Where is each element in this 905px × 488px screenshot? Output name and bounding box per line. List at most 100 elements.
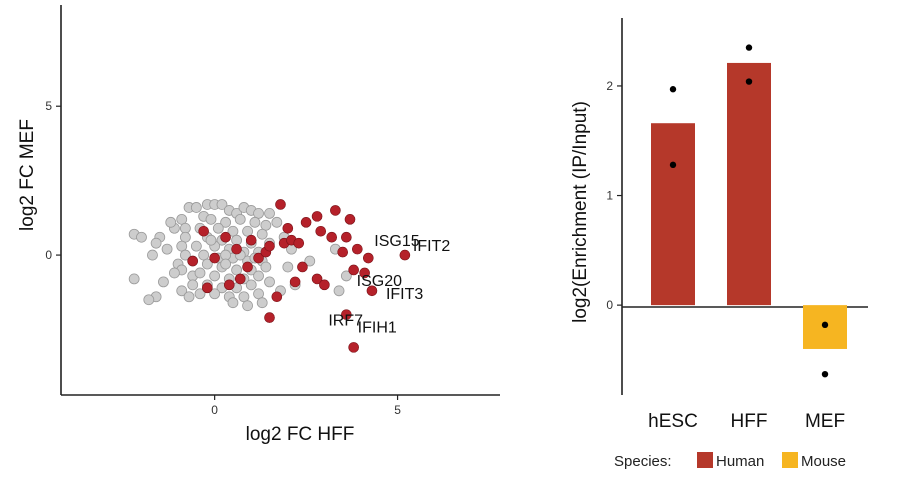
scatter-point-labeled xyxy=(399,249,411,261)
scatter-gene-label: ISG20 xyxy=(357,273,402,290)
scatter-point-background xyxy=(264,207,275,219)
scatter-point-highlight xyxy=(242,261,253,273)
scatter-point-highlight xyxy=(330,205,341,216)
scatter-point-background xyxy=(169,267,180,279)
scatter-point-highlight xyxy=(315,225,327,237)
scatter-point-highlight xyxy=(202,282,213,294)
scatter-point-background xyxy=(190,202,202,213)
bar-replicate-point xyxy=(669,161,677,169)
scatter-point-background xyxy=(194,267,206,279)
scatter-point-background xyxy=(183,291,195,303)
scatter-point-background xyxy=(205,234,217,246)
scatter-point-background xyxy=(190,240,202,252)
scatter-point-highlight xyxy=(297,261,308,273)
scatter-y-tick-label: 5 xyxy=(45,99,52,113)
scatter-point-background xyxy=(231,234,243,246)
scatter-point-highlight xyxy=(341,231,352,243)
scatter-point-background xyxy=(179,222,191,234)
scatter-point-background xyxy=(256,228,268,240)
scatter-point-background xyxy=(136,231,147,243)
scatter-point-background xyxy=(249,216,261,228)
scatter-point-background xyxy=(143,294,155,306)
scatter-point-background xyxy=(242,300,253,312)
bar-replicate-point xyxy=(821,321,829,329)
bar-category-labels: hESC HFF MEF xyxy=(648,411,845,432)
scatter-x-tick-label: 5 xyxy=(394,403,401,417)
scatter-point-background xyxy=(179,249,191,261)
scatter-point-background xyxy=(212,222,224,234)
scatter-point-background xyxy=(253,270,264,282)
scatter-point-highlight xyxy=(234,273,246,285)
bar-category-label: MEF xyxy=(805,411,845,432)
scatter-point-background xyxy=(271,216,283,228)
scatter-point-background xyxy=(198,249,210,261)
scatter-point-background xyxy=(264,276,275,288)
scatter-point-highlight xyxy=(264,240,275,252)
scatter-point-highlight xyxy=(348,264,359,276)
legend-swatch-human xyxy=(697,452,713,468)
scatter-point-background xyxy=(245,279,257,291)
scatter-point-background xyxy=(231,264,243,276)
scatter-point-highlight xyxy=(282,222,294,234)
scatter-point-labeled xyxy=(359,267,370,279)
scatter-point-highlight xyxy=(275,199,286,210)
scatter-point-background xyxy=(209,270,221,282)
scatter-point-background xyxy=(187,279,199,291)
scatter-point-highlight xyxy=(319,279,330,291)
bar-y-tick-label: 1 xyxy=(606,189,613,203)
scatter-point-highlight xyxy=(300,217,312,228)
scatter-point-background xyxy=(238,291,250,303)
scatter-point-background xyxy=(209,288,221,300)
bar-replicate-point xyxy=(821,370,829,378)
legend-title: Species: xyxy=(614,453,672,470)
scatter-gene-label: IFIH1 xyxy=(358,319,397,336)
scatter-gene-label: IFIT2 xyxy=(413,238,450,255)
scatter-point-background xyxy=(220,216,232,228)
scatter-point-highlight xyxy=(223,279,235,291)
bar-y-axis-label: log2(Enrichment (IP/Input) xyxy=(570,101,591,323)
bar-category-label: hESC xyxy=(648,411,698,432)
scatter-point-background xyxy=(158,276,169,288)
bar-replicate-point xyxy=(745,78,753,85)
scatter-point-background xyxy=(304,255,316,267)
scatter-point-background xyxy=(260,261,272,273)
scatter-point-highlight xyxy=(293,237,305,249)
scatter-gene-label: IRF7 xyxy=(328,313,363,330)
scatter-point-background xyxy=(216,199,228,210)
legend-swatch-mouse xyxy=(782,452,798,468)
scatter-point-background xyxy=(205,213,217,225)
scatter-point-highlight xyxy=(337,246,348,258)
scatter-point-background xyxy=(176,213,188,225)
scatter-point-background xyxy=(201,258,213,270)
bar-replicate-points xyxy=(669,44,829,378)
scatter-point-highlight xyxy=(253,252,264,264)
scatter-point-background xyxy=(253,288,264,300)
bar-category-label: HFF xyxy=(731,411,768,432)
scatter-point-background xyxy=(147,249,158,261)
scatter-point-background xyxy=(227,297,239,309)
bar-y-ticks: 0 1 2 xyxy=(606,79,622,312)
scatter-y-axis-label: log2 FC MEF xyxy=(17,119,38,231)
scatter-point-labeled xyxy=(362,252,374,264)
scatter-point-background xyxy=(161,243,173,255)
scatter-point-background xyxy=(220,249,232,261)
scatter-point-background xyxy=(333,285,345,297)
scatter-point-labeled xyxy=(348,342,359,353)
scatter-point-background xyxy=(234,213,246,225)
scatter-point-highlight xyxy=(220,231,231,243)
scatter-point-highlight xyxy=(311,211,323,222)
scatter-point-highlight xyxy=(198,225,209,237)
scatter-point-highlight xyxy=(231,243,242,255)
scatter-point-highlight xyxy=(209,252,220,264)
scatter-y-ticks: 05 xyxy=(45,99,61,262)
scatter-gene-label: ISG15 xyxy=(374,233,419,250)
scatter-point-highlight xyxy=(245,234,257,246)
species-legend: Species: Human Mouse xyxy=(614,452,846,470)
legend-label-human: Human xyxy=(716,453,764,470)
scatter-point-background xyxy=(340,270,352,282)
bar-bars xyxy=(651,62,847,349)
scatter-point-highlight xyxy=(289,276,301,288)
scatter-y-tick-label: 0 xyxy=(45,248,52,262)
